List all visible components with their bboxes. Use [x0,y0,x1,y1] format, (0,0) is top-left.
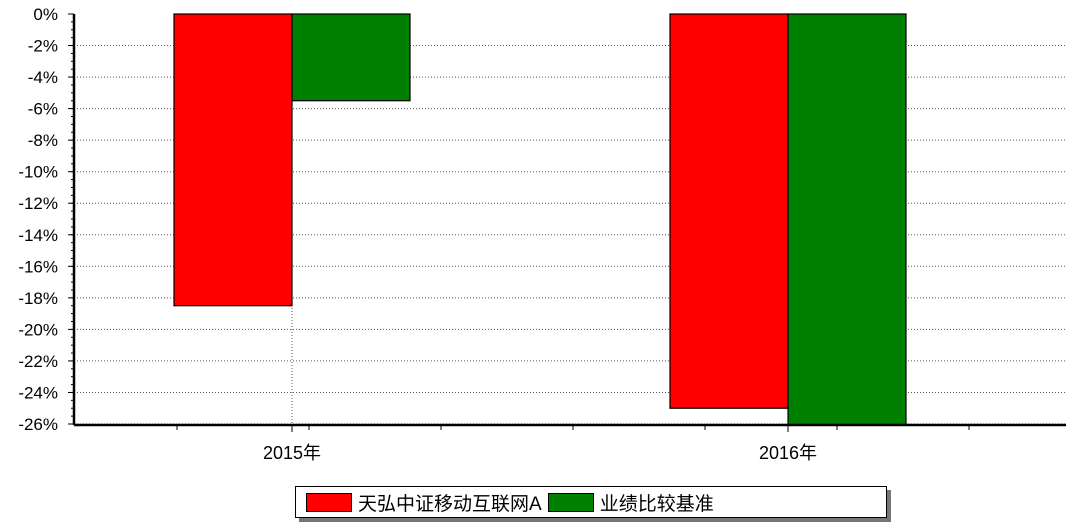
y-axis: 0% -2% -4% -6% -8% -10% -12% -14% -16% -18% -20% -2… [18,5,76,434]
legend-item-series-2: 业绩比较基准 [547,489,714,516]
bar-2-2 [787,13,907,426]
y-tick-label: -10% [18,163,58,182]
y-tick-label: -24% [18,383,58,402]
y-tick-label: -26% [18,415,58,434]
y-tick-label: -6% [28,100,58,119]
x-tick-label: 2015年 [263,443,321,463]
legend-label-series-1: 天弘中证移动互联网A [358,493,542,515]
y-tick-label: -14% [18,226,58,245]
bar-1-1 [173,13,293,307]
legend-item-series-1: 天弘中证移动互联网A [306,489,542,516]
y-tick-label: -22% [18,352,58,371]
y-tick-label: -8% [28,131,58,150]
bar-1-2 [669,13,789,409]
x-tick-label: 2016年 [759,443,817,463]
y-tick-label: -20% [18,320,58,339]
y-tick-label: -18% [18,289,58,308]
legend: 天弘中证移动互联网A 业绩比较基准 [295,486,887,518]
bars [173,13,907,426]
bar-2-1 [291,13,411,102]
legend-swatch-series-1 [306,492,352,512]
x-axis: 2015年 2016年 [74,423,1066,463]
y-tick-label: -16% [18,257,58,276]
y-tick-label: 0% [33,5,58,24]
y-tick-label: -4% [28,68,58,87]
legend-label-series-2: 业绩比较基准 [599,493,714,515]
legend-swatch-series-2 [547,492,594,512]
y-tick-label: -2% [28,37,58,56]
y-tick-label: -12% [18,194,58,213]
